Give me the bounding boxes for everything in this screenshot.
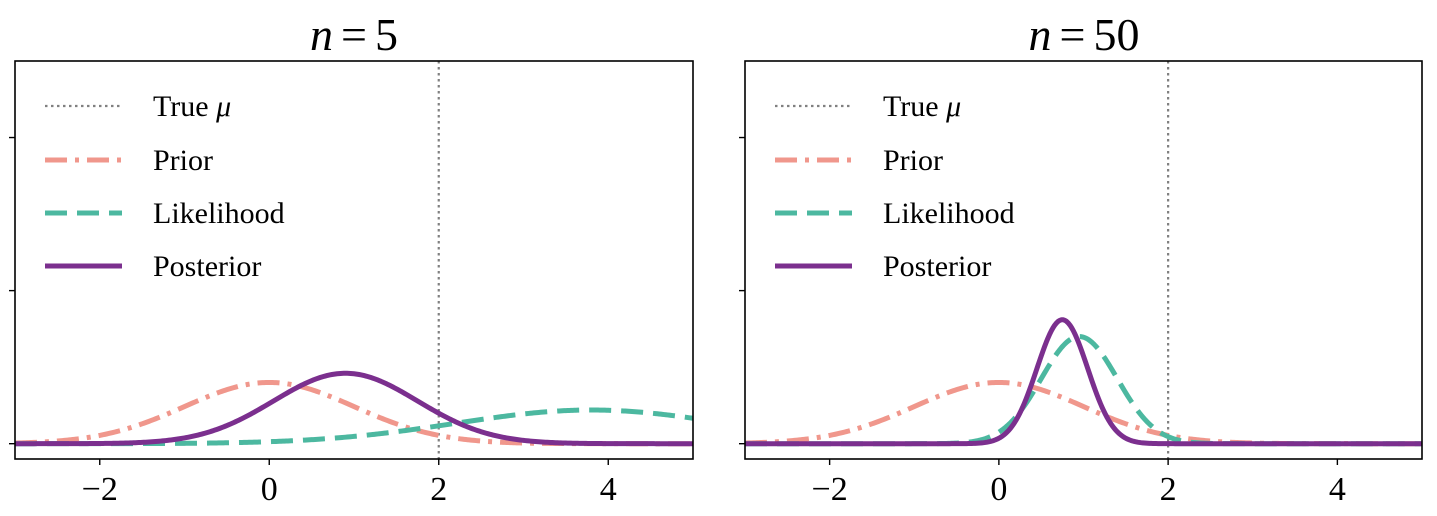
legend-item-true: True μ xyxy=(45,90,231,123)
title-variable: n xyxy=(1029,9,1052,60)
x-tick-label: −2 xyxy=(812,471,848,508)
chart-title: n = 50 xyxy=(1029,9,1140,60)
x-tick-label: 4 xyxy=(600,471,617,508)
legend-item-likelihood: Likelihood xyxy=(45,197,285,230)
legend-label: Likelihood xyxy=(153,197,285,230)
title-variable: n xyxy=(310,9,333,60)
legend-label: True μ xyxy=(153,90,231,123)
legend: True μ Prior Likelihood Posterior xyxy=(45,90,285,283)
x-tick-label: 0 xyxy=(261,471,278,508)
legend-item-prior: Prior xyxy=(45,144,213,177)
series-line-prior xyxy=(745,379,1422,447)
legend: True μ Prior Likelihood Posterior xyxy=(775,90,1015,283)
series-line-posterior xyxy=(15,370,693,447)
x-tick-label: −2 xyxy=(82,471,118,508)
legend-item-posterior: Posterior xyxy=(775,250,991,283)
title-equals: = xyxy=(1060,9,1086,60)
plot-area xyxy=(745,61,1422,459)
series-line-prior xyxy=(15,379,693,447)
legend-item-prior: Prior xyxy=(775,144,943,177)
chart-panel-1: n = 5 −2 0 2 4 True μ Prior Likelihood Posterior xyxy=(9,9,694,508)
legend-label: Prior xyxy=(153,144,213,177)
axes-frame xyxy=(14,60,694,460)
chart-title: n = 5 xyxy=(310,9,398,60)
legend-item-likelihood: Likelihood xyxy=(775,197,1015,230)
legend-item-true: True μ xyxy=(775,90,961,123)
series-line-likelihood xyxy=(15,407,693,447)
x-tick-label: 0 xyxy=(990,471,1007,508)
x-tick-label: 4 xyxy=(1329,471,1346,508)
legend-label: Posterior xyxy=(153,250,261,283)
legend-label: Likelihood xyxy=(883,197,1015,230)
x-tick-label: 2 xyxy=(430,471,447,508)
legend-item-posterior: Posterior xyxy=(45,250,261,283)
axes-frame xyxy=(744,60,1423,460)
plot-area xyxy=(15,61,693,459)
series-line-posterior xyxy=(745,317,1422,447)
chart-panel-2: n = 50 −2 0 2 4 True μ Prior Likelihood Posterior xyxy=(739,9,1423,508)
title-value: 50 xyxy=(1093,9,1139,60)
title-equals: = xyxy=(341,9,367,60)
x-tick-label: 2 xyxy=(1160,471,1177,508)
legend-label: Posterior xyxy=(883,250,991,283)
legend-label: True μ xyxy=(883,90,961,123)
legend-label: Prior xyxy=(883,144,943,177)
title-value: 5 xyxy=(375,9,398,60)
